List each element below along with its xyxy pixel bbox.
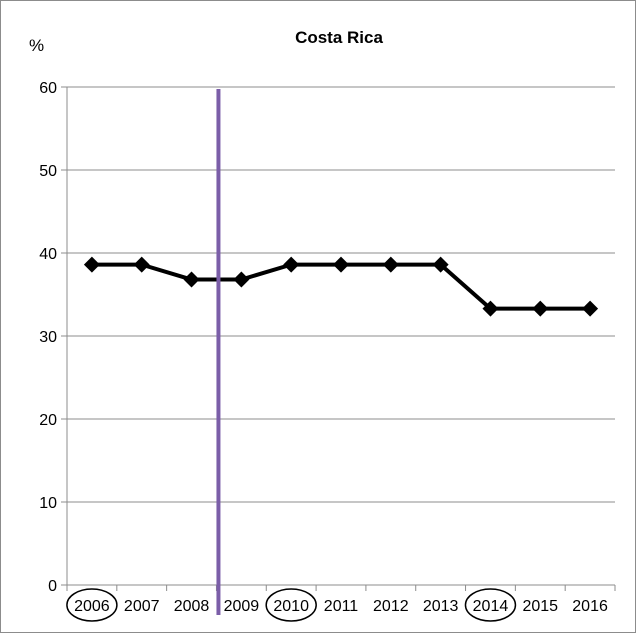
data-point-marker <box>482 300 499 317</box>
year-highlight-ellipse <box>464 588 517 622</box>
data-point-marker <box>532 300 549 317</box>
x-tick-label: 2009 <box>224 598 260 615</box>
x-tick-labels: 2006 2007 2008 2009 2010 2011 2012 2013 2014 2015… <box>66 585 616 615</box>
data-point-marker <box>582 300 599 317</box>
data-point-marker <box>183 271 200 288</box>
data-point-marker <box>233 271 250 288</box>
data-point-marker <box>83 256 100 273</box>
data-point-marker <box>333 256 349 273</box>
x-tick-label: 2007 <box>124 598 160 615</box>
gridlines <box>67 86 615 503</box>
year-highlight-ellipse <box>265 588 317 622</box>
y-tick-label: 10 <box>39 495 57 512</box>
x-tick-label: 2006 <box>74 598 110 615</box>
x-tick-label: 2015 <box>522 598 558 615</box>
data-point-marker <box>382 256 399 273</box>
x-tick-label: 2014 <box>473 598 509 615</box>
x-tick-label: 2010 <box>273 598 309 615</box>
chart-title: Costa Rica <box>295 28 383 47</box>
x-tick-label: 2011 <box>324 598 359 615</box>
y-tick-label: 60 <box>39 80 57 97</box>
data-point-marker <box>432 256 449 273</box>
data-point-marker <box>133 256 150 273</box>
data-point-marker <box>283 256 300 273</box>
year-highlight-ellipse <box>66 588 118 622</box>
x-tick-label: 2013 <box>423 598 459 615</box>
y-tick-label: 20 <box>39 412 57 429</box>
y-tick-label: 50 <box>39 163 57 180</box>
y-tick-label: 0 <box>48 578 57 595</box>
x-tick-label: 2012 <box>373 598 409 615</box>
y-axis-unit-label: % <box>29 36 44 55</box>
x-tick-label: 2008 <box>174 598 210 615</box>
x-tick-label: 2016 <box>572 598 608 615</box>
y-tick-label: 30 <box>39 329 57 346</box>
y-tick-label: 40 <box>39 246 57 263</box>
circled-year-markers <box>66 588 517 622</box>
series-layer <box>83 256 599 317</box>
y-tick-labels: 0 10 20 30 40 50 60 <box>39 80 67 595</box>
